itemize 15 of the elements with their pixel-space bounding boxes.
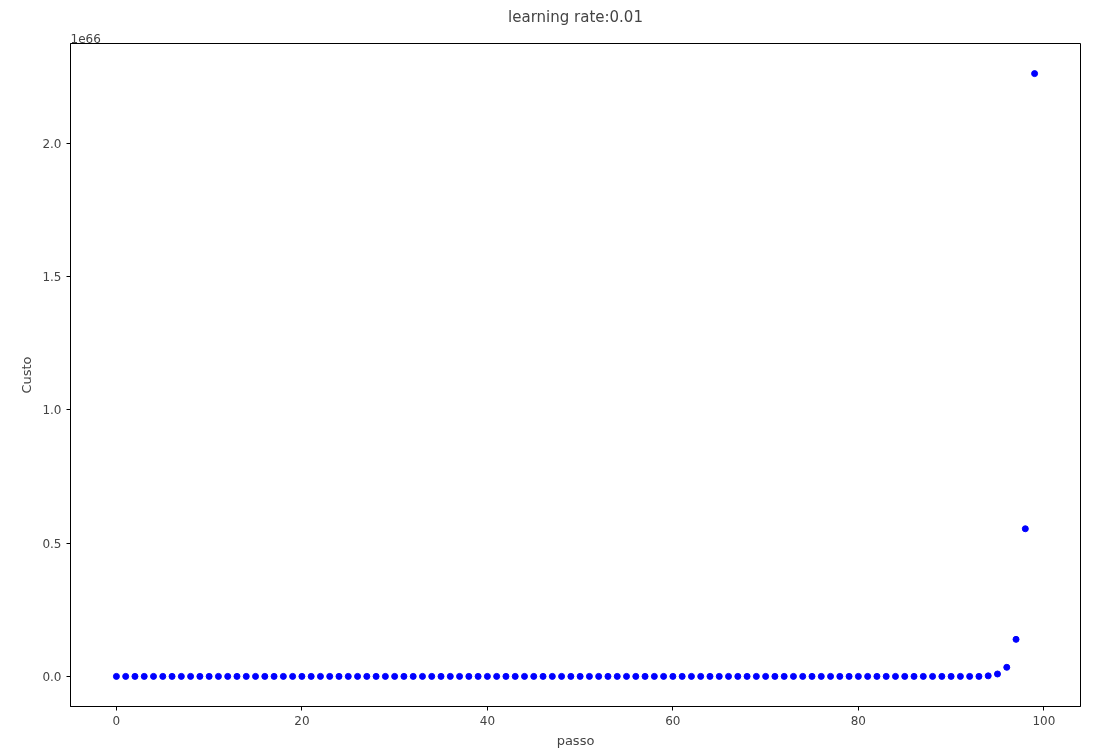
x-tick-label: 40: [479, 713, 496, 728]
x-tick-label: 20: [294, 713, 310, 728]
y-tick-label: 0.5: [42, 536, 62, 551]
y-tick-label: 1.0: [42, 403, 62, 418]
y-axis-title: Custo: [19, 356, 35, 394]
y-tick-label: 1.5: [42, 270, 62, 285]
x-tick-label: 0: [112, 713, 121, 728]
x-axis-title: passo: [556, 732, 595, 748]
y-tick-label: 0.0: [42, 669, 62, 684]
annotation: 1e66: [70, 31, 101, 46]
y-tick-label: 2.0: [42, 136, 62, 151]
chart-title: learning rate:0.01: [508, 7, 643, 26]
x-tick-label: 100: [1032, 713, 1056, 728]
x-tick-label: 80: [850, 713, 867, 728]
x-tick-label: 60: [665, 713, 681, 728]
